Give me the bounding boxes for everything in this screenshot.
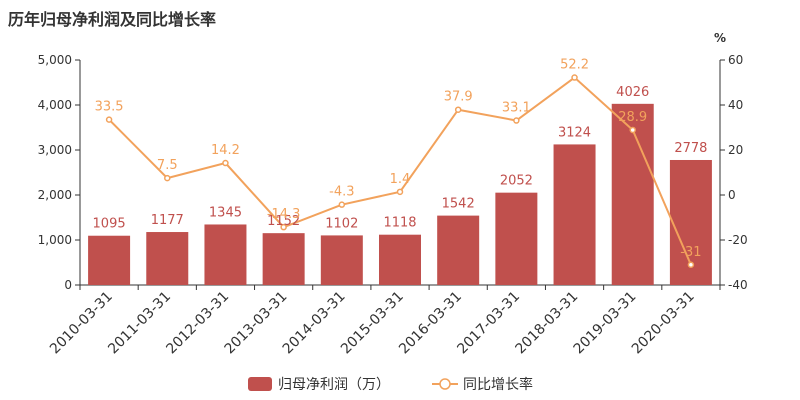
bar (495, 192, 538, 285)
y-right-unit: % (714, 31, 726, 45)
bar (146, 232, 189, 285)
bar-value-label: 1118 (383, 216, 416, 231)
growth-value-label: 1.4 (390, 172, 411, 187)
y-right-tick-label: -40 (728, 278, 748, 292)
bar-value-label: 1102 (325, 216, 358, 231)
growth-value-label: 14.2 (211, 143, 240, 158)
growth-value-label: -4.3 (329, 185, 354, 200)
legend-line-marker (439, 378, 451, 390)
bar-value-label: 1095 (93, 217, 126, 232)
growth-value-label: 33.5 (95, 100, 124, 115)
growth-point (164, 174, 171, 182)
growth-value-label: 33.1 (502, 101, 531, 116)
bar (437, 215, 480, 285)
legend-bar-swatch (248, 377, 272, 391)
y-left-tick-label: 2,000 (38, 188, 72, 202)
y-right-tick-label: 60 (728, 53, 743, 67)
growth-value-label: 37.9 (444, 90, 473, 105)
bar-value-label: 1345 (209, 205, 242, 220)
x-tick-label: 2020-03-31 (629, 289, 698, 358)
bar (611, 103, 654, 285)
growth-value-label: 7.5 (157, 158, 178, 173)
growth-point (105, 116, 113, 123)
bar-value-label: 1177 (151, 213, 184, 228)
chart-title: 历年归母净利润及同比增长率 (8, 10, 217, 29)
growth-point (629, 126, 636, 134)
y-right-tick-label: -20 (728, 233, 748, 247)
growth-point (687, 261, 695, 268)
y-right-tick-label: 40 (728, 98, 743, 112)
bar (88, 235, 131, 285)
growth-point (396, 188, 404, 196)
growth-point (338, 201, 346, 208)
bar-value-label: 1152 (267, 214, 300, 229)
growth-point (222, 159, 229, 167)
bar (204, 224, 247, 285)
legend-bar-label: 归母净利润（万） (278, 376, 390, 393)
y-right-tick-label: 0 (728, 188, 736, 202)
y-left-tick-label: 1,000 (38, 233, 72, 247)
growth-value-label: 28.9 (618, 110, 647, 125)
bar (379, 234, 421, 285)
bar-value-label: 3124 (558, 125, 591, 140)
y-left-tick-label: 0 (64, 278, 72, 292)
bar (320, 235, 363, 285)
bar-value-label: 4026 (616, 85, 649, 100)
bar (553, 144, 596, 285)
growth-point (513, 117, 520, 124)
legend-line-label: 同比增长率 (463, 376, 533, 393)
growth-point (454, 106, 462, 113)
y-right-tick-label: 20 (728, 143, 743, 157)
growth-point (571, 74, 578, 81)
y-left-tick-label: 3,000 (38, 143, 72, 157)
growth-value-label: 52.2 (560, 58, 589, 73)
y-left-tick-label: 5,000 (38, 53, 72, 67)
growth-value-label: -14.3 (267, 207, 301, 222)
growth-value-label: -31 (680, 245, 701, 260)
bar-value-label: 2778 (674, 141, 707, 156)
bar-value-label: 1542 (442, 197, 475, 212)
bar-value-label: 2052 (500, 174, 533, 189)
bar (262, 233, 305, 285)
y-left-tick-label: 4,000 (38, 98, 72, 112)
growth-point (280, 223, 287, 231)
